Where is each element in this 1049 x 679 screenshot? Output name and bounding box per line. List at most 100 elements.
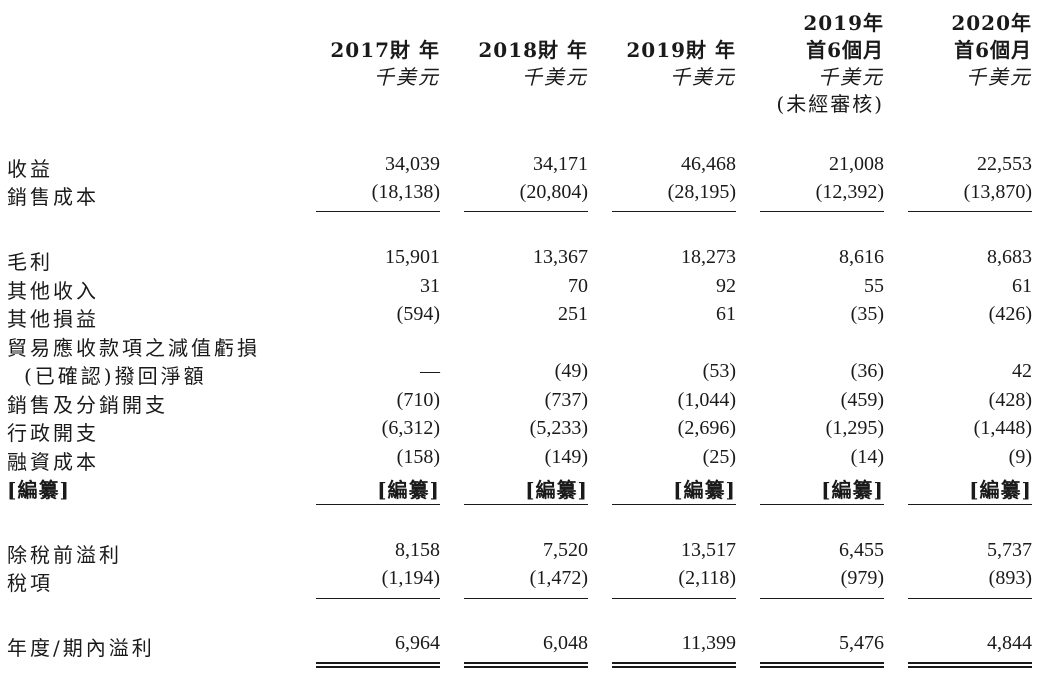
row-label: 年度/期內溢利 [7, 636, 155, 660]
cell: (428) [988, 389, 1032, 411]
cell: [編纂] [821, 478, 884, 502]
cell: 21,008 [829, 153, 884, 175]
cell: 6,964 [395, 632, 440, 654]
cell: 42 [1012, 360, 1032, 382]
cell: 70 [568, 275, 588, 297]
cell: (35) [850, 303, 884, 325]
total-double-rule [316, 662, 440, 668]
header-unit: 千美元 [374, 65, 440, 89]
cell: (426) [988, 303, 1032, 325]
cell: (53) [702, 360, 736, 382]
cell: 8,683 [987, 246, 1032, 268]
total-double-rule [464, 662, 588, 668]
cell: [編纂] [969, 478, 1032, 502]
cell: (893) [988, 567, 1032, 589]
row-label: 銷售及分銷開支 [7, 393, 168, 417]
header-unit: 千美元 [670, 65, 736, 89]
column-header-2019-h1: 2019年 首6個月 千美元 (未經審核) [734, 10, 884, 118]
subtotal-rule [612, 211, 736, 212]
header-line1 [586, 10, 736, 37]
column-header-2017: 2017財 年 千美元 [290, 10, 440, 91]
cell: 7,520 [543, 539, 588, 561]
cell: (28,195) [667, 181, 736, 203]
cell: (737) [544, 389, 588, 411]
row-label: [編纂] [7, 478, 70, 502]
row-label: 稅項 [7, 571, 53, 595]
subtotal-rule [316, 504, 440, 505]
row-label: 除稅前溢利 [7, 543, 122, 567]
column-header-2020-h1: 2020年 首6個月 千美元 [882, 10, 1032, 91]
cell: [編纂] [525, 478, 588, 502]
subtotal-rule [464, 211, 588, 212]
cell: (49) [554, 360, 588, 382]
cell: (13,870) [963, 181, 1032, 203]
cell: (1,295) [825, 417, 884, 439]
cell: [編纂] [377, 478, 440, 502]
row-label: 銷售成本 [7, 185, 99, 209]
total-double-rule [760, 662, 884, 668]
subtotal-rule [908, 598, 1032, 599]
cell: (36) [850, 360, 884, 382]
cell: (2,696) [677, 417, 736, 439]
cell: (1,448) [973, 417, 1032, 439]
column-header-2019: 2019財 年 千美元 [586, 10, 736, 91]
header-line2: 首6個月 [954, 38, 1032, 62]
cell: (1,472) [529, 567, 588, 589]
cell: (20,804) [519, 181, 588, 203]
subtotal-rule [760, 211, 884, 212]
cell: 34,039 [385, 153, 440, 175]
cell: 4,844 [987, 632, 1032, 654]
cell: (18,138) [371, 181, 440, 203]
cell: 13,367 [533, 246, 588, 268]
cell: 6,455 [839, 539, 884, 561]
header-line2: 首6個月 [806, 38, 884, 62]
cell: 61 [1012, 275, 1032, 297]
cell: (6,312) [381, 417, 440, 439]
header-line1 [438, 10, 588, 37]
cell: (979) [840, 567, 884, 589]
subtotal-rule [316, 211, 440, 212]
cell: 5,737 [987, 539, 1032, 561]
column-header-2018: 2018財 年 千美元 [438, 10, 588, 91]
cell: 34,171 [533, 153, 588, 175]
header-unit: 千美元 [522, 65, 588, 89]
cell: 251 [558, 303, 588, 325]
cell: [編纂] [673, 478, 736, 502]
cell: 46,468 [681, 153, 736, 175]
row-label: 行政開支 [7, 421, 99, 445]
cell: (12,392) [815, 181, 884, 203]
subtotal-rule [908, 211, 1032, 212]
total-double-rule [908, 662, 1032, 668]
cell: 8,158 [395, 539, 440, 561]
header-unit: 千美元 [818, 65, 884, 89]
row-label: 毛利 [7, 250, 53, 274]
row-label: (已確認)撥回淨額 [24, 364, 207, 388]
cell: (149) [544, 446, 588, 468]
cell: (594) [396, 303, 440, 325]
cell: 13,517 [681, 539, 736, 561]
cell: 15,901 [385, 246, 440, 268]
header-line2: 2017財 年 [330, 38, 440, 62]
subtotal-rule [908, 504, 1032, 505]
cell: 11,399 [681, 632, 736, 654]
cell: (459) [840, 389, 884, 411]
cell: (158) [396, 446, 440, 468]
header-line2: 2019財 年 [626, 38, 736, 62]
header-unit: 千美元 [966, 65, 1032, 89]
cell: (1,194) [381, 567, 440, 589]
subtotal-rule [612, 504, 736, 505]
cell: 22,553 [977, 153, 1032, 175]
cell: — [420, 360, 440, 382]
cell: 6,048 [543, 632, 588, 654]
subtotal-rule [464, 598, 588, 599]
row-label: 融資成本 [7, 450, 99, 474]
header-line1: 2019年 [803, 11, 884, 35]
cell: 31 [420, 275, 440, 297]
cell: 61 [716, 303, 736, 325]
cell: (2,118) [678, 567, 736, 589]
total-double-rule [612, 662, 736, 668]
cell: (710) [396, 389, 440, 411]
header-line2: 2018財 年 [478, 38, 588, 62]
cell: 18,273 [681, 246, 736, 268]
row-label: 收益 [7, 157, 53, 181]
